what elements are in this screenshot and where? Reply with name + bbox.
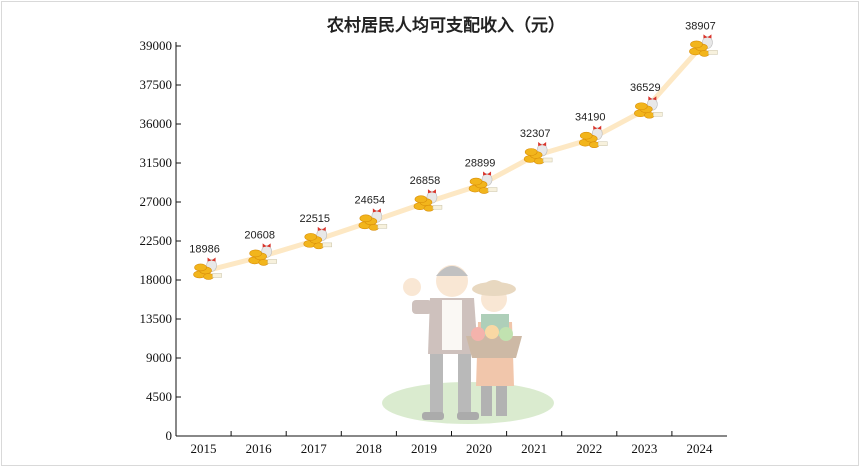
chart-title: 农村居民人均可支配收入（元） (326, 15, 565, 36)
series-line (201, 45, 702, 274)
x-axis: 2015 2016 2017 2018 2019 2020 2021 2022 2023 2024 (176, 431, 727, 456)
data-point-marker (523, 142, 553, 165)
y-axis: 39000 37500 36000 31500 27000 22500 18000 13500… (140, 38, 181, 443)
x-tick-label: 2021 (521, 441, 547, 456)
data-label: 24654 (355, 194, 386, 206)
x-tick-label: 2017 (301, 441, 328, 456)
x-tick-label: 2020 (466, 441, 492, 456)
x-tick-label: 2023 (631, 441, 657, 456)
y-tick-label: 36000 (140, 116, 173, 131)
data-label: 22515 (299, 213, 330, 225)
y-tick-label: 13500 (140, 311, 173, 326)
farmers-illustration (382, 265, 554, 424)
x-tick-label: 2015 (191, 441, 217, 456)
data-point-marker (193, 257, 222, 280)
y-tick-label: 27000 (140, 194, 173, 209)
x-tick-label: 2018 (356, 441, 382, 456)
data-label: 18986 (189, 243, 220, 255)
data-point-marker (248, 243, 277, 266)
data-label: 20608 (244, 229, 275, 241)
x-tick-label: 2016 (246, 441, 273, 456)
data-label: 32307 (520, 128, 551, 140)
x-tick-label: 2019 (411, 441, 437, 456)
data-point-marker (578, 125, 608, 148)
income-series: 18986 20608 22515 24654 26858 28899 32307 34190… (189, 20, 718, 280)
y-tick-label: 4500 (146, 389, 172, 404)
y-tick-label: 9000 (146, 350, 172, 365)
y-tick-label: 39000 (140, 38, 173, 53)
data-label: 34190 (575, 112, 606, 124)
data-point-marker (358, 208, 388, 231)
y-tick-label: 22500 (140, 233, 173, 248)
data-label: 26858 (410, 175, 441, 187)
data-label: 36529 (630, 82, 661, 94)
data-point-marker (303, 226, 332, 250)
y-tick-label: 18000 (140, 272, 173, 287)
x-tick-label: 2024 (686, 441, 713, 456)
y-tick-label: 31500 (140, 155, 173, 170)
data-label: 28899 (465, 158, 496, 170)
x-tick-label: 2022 (576, 441, 602, 456)
y-tick-label: 37500 (140, 77, 173, 92)
data-point-marker (413, 189, 443, 212)
data-point-marker (689, 34, 718, 57)
data-point-marker (634, 96, 663, 119)
data-label: 38907 (685, 20, 716, 32)
data-point-marker (468, 171, 498, 194)
y-tick-label: 0 (166, 428, 173, 443)
